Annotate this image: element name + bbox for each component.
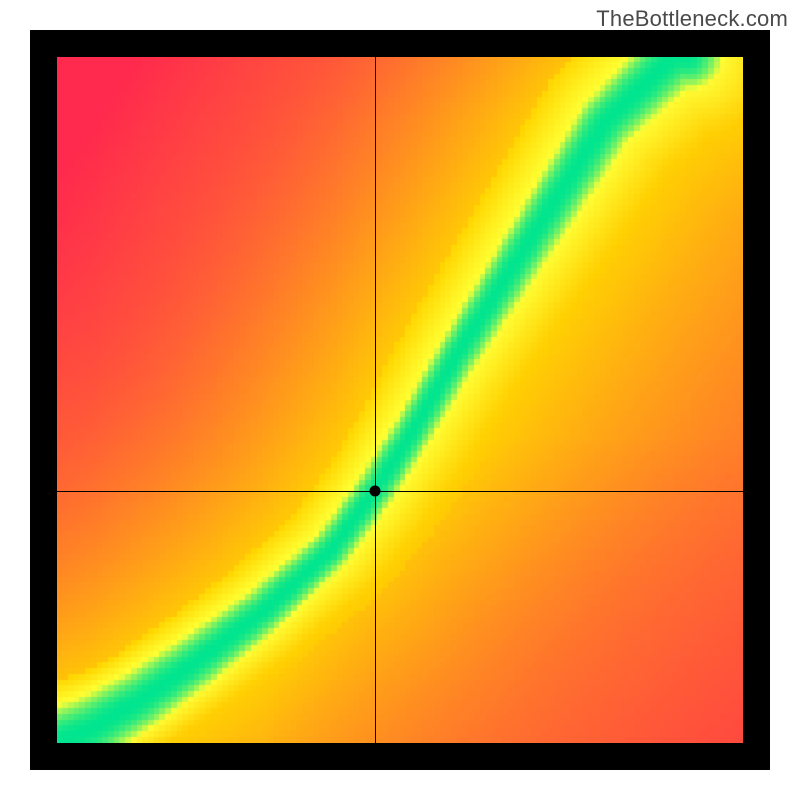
crosshair-vertical bbox=[375, 57, 376, 743]
crosshair-dot bbox=[370, 486, 381, 497]
heatmap-canvas bbox=[57, 57, 743, 743]
outer-frame bbox=[30, 30, 770, 770]
watermark-text: TheBottleneck.com bbox=[596, 6, 788, 32]
chart-container: TheBottleneck.com bbox=[0, 0, 800, 800]
plot-area bbox=[57, 57, 743, 743]
crosshair-horizontal bbox=[57, 491, 743, 492]
